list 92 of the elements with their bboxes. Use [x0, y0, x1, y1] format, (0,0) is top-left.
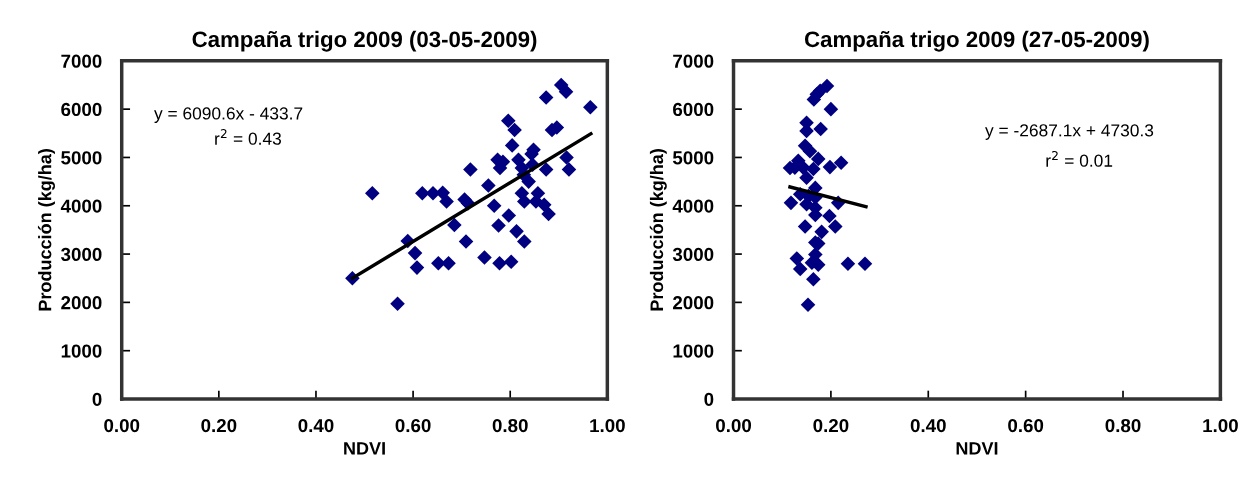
point: [840, 256, 856, 272]
point: [783, 195, 799, 211]
point: [409, 260, 425, 275]
point: [491, 218, 506, 233]
y-tick-label: 0: [92, 392, 102, 406]
point: [492, 255, 507, 271]
y-tick-label: 2000: [61, 296, 102, 310]
point: [814, 224, 829, 240]
y-axis-title: Producción (kg/ha): [649, 149, 667, 311]
point: [486, 198, 502, 214]
point: [477, 250, 492, 265]
point: [822, 159, 838, 175]
x-tick-label: 0.00: [716, 418, 751, 433]
point: [538, 90, 554, 105]
point: [822, 208, 837, 224]
x-tick-label: 0.40: [298, 418, 334, 433]
point: [789, 251, 805, 266]
y-tick-label: 6000: [61, 102, 102, 117]
point: [500, 113, 516, 129]
x-tick-label: 0.80: [1105, 418, 1141, 433]
annotation: y = 6090.6x - 433.7: [154, 107, 303, 124]
point: [521, 174, 536, 189]
x-tick-label: 0.00: [104, 418, 140, 433]
y-tick-label: 5000: [672, 151, 714, 165]
chart-title: Campaña trigo 2009 (03-05-2009): [192, 30, 537, 52]
x-axis-title: NDVI: [956, 442, 998, 455]
point: [441, 255, 456, 271]
point: [538, 162, 554, 177]
x-tick-label: 0.20: [813, 418, 849, 433]
x-axis-title: NDVI: [344, 442, 385, 455]
point: [833, 155, 849, 171]
point: [828, 219, 843, 234]
point: [806, 271, 821, 287]
x-tick-label: 0.60: [395, 418, 431, 433]
point: [797, 219, 813, 234]
point: [463, 162, 478, 177]
y-tick-label: 2000: [673, 296, 714, 310]
x-tick-label: 1.00: [1203, 418, 1238, 433]
point: [541, 206, 556, 222]
point: [415, 185, 430, 201]
point: [558, 84, 574, 100]
y-tick-label: 1000: [673, 344, 714, 358]
annotation: r$^{2}$ = 0.43: [215, 128, 281, 145]
point: [800, 297, 816, 313]
point: [365, 185, 380, 201]
y-axis-title: Producción (kg/ha): [37, 149, 56, 311]
point: [447, 217, 462, 233]
point: [458, 234, 474, 249]
y-tick-label: 6000: [673, 102, 714, 117]
y-tick-label: 5000: [61, 151, 102, 165]
point: [503, 254, 519, 270]
point: [561, 162, 577, 177]
point: [806, 161, 821, 177]
point: [559, 150, 574, 165]
point: [507, 122, 522, 138]
point: [439, 194, 454, 209]
point: [813, 121, 828, 137]
y-tick-label: 3000: [672, 247, 714, 262]
x-tick-label: 0.80: [492, 418, 528, 433]
y-tick-label: 4000: [672, 199, 714, 213]
point: [504, 138, 520, 153]
point: [407, 245, 423, 261]
point: [799, 170, 814, 186]
point: [431, 255, 446, 271]
point: [517, 234, 532, 249]
annotation: r$^{2}$ = 0.01: [1046, 150, 1113, 167]
point: [583, 99, 598, 115]
y-tick-label: 3000: [61, 247, 102, 262]
x-tick-label: 0.60: [1008, 418, 1044, 433]
y-tick-label: 7000: [673, 54, 714, 68]
y-tick-label: 0: [704, 392, 714, 406]
point: [810, 151, 826, 167]
point: [802, 143, 818, 159]
point: [792, 261, 808, 277]
point: [857, 256, 873, 272]
annotation: y = -2687.1x + 4730.3: [985, 124, 1154, 140]
point: [390, 296, 405, 312]
point: [425, 185, 441, 201]
x-tick-label: 0.20: [201, 418, 237, 433]
point: [517, 194, 532, 209]
y-tick-label: 7000: [61, 54, 102, 68]
point: [509, 224, 524, 239]
point: [823, 101, 839, 117]
point: [536, 197, 552, 213]
y-tick-label: 4000: [60, 199, 102, 213]
x-tick-label: 0.40: [910, 418, 946, 433]
y-tick-label: 1000: [61, 344, 102, 358]
point: [481, 178, 496, 193]
point: [501, 208, 517, 223]
x-tick-label: 1.00: [590, 418, 625, 433]
chart-title: Campaña trigo 2009 (27-05-2009): [804, 30, 1149, 52]
point: [435, 185, 450, 200]
